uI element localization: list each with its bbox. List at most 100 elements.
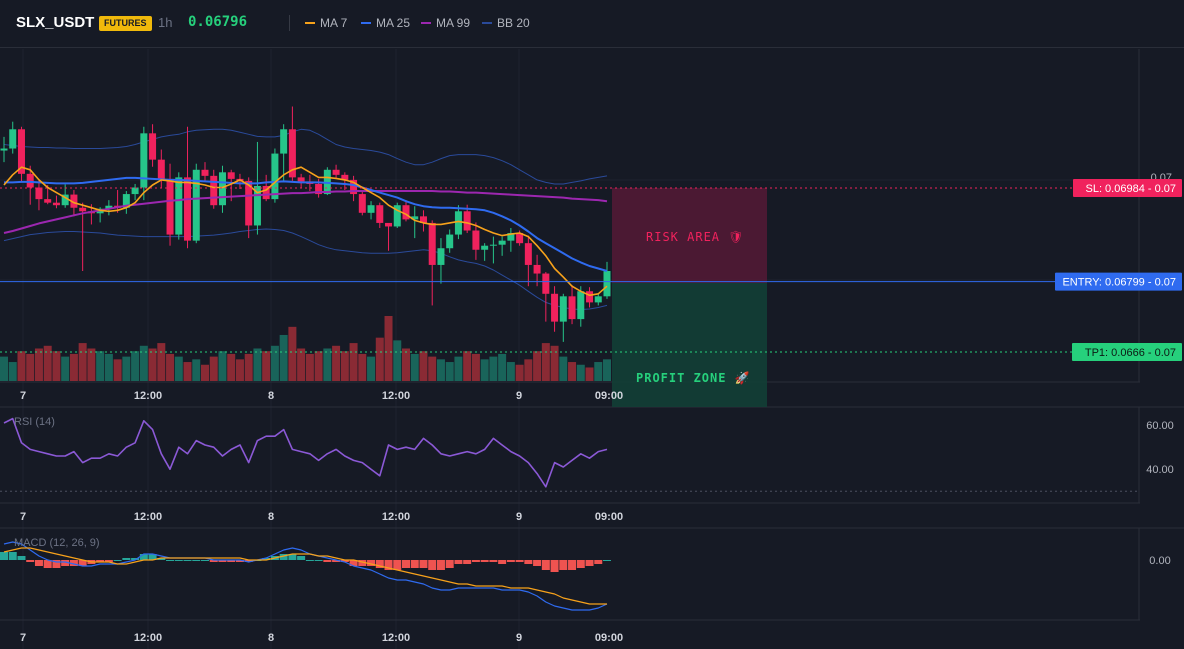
volume-bar [568,362,577,381]
ma7-line [3,166,608,297]
macd-histogram-bar [139,554,148,560]
volume-bar [603,359,611,381]
x-tick-label: 09:00 [595,632,623,644]
trading-chart[interactable]: RISK AREA 🛡 PROFIT ZONE 🚀 7 12:00 8 12:00 9 0… [0,48,1184,649]
volume-bar [227,353,236,381]
legend-ma99[interactable]: MA 99 [421,16,470,30]
macd-histogram-bar [402,560,410,568]
volume-bar [445,362,454,381]
volume-bar [192,359,201,381]
x-tick-label: 12:00 [382,390,410,402]
macd-histogram-bar [323,560,332,562]
candle-body [332,169,340,175]
volume-bar [585,367,594,381]
volume-bar [69,353,78,381]
rsi-label: RSI (14) [14,416,55,428]
candle-body [35,187,43,200]
candle-body [201,169,209,176]
candle-body [350,179,358,195]
rsi-tick-60: 60.00 [1146,420,1174,432]
candle-body [184,177,192,241]
legend-bb20[interactable]: BB 20 [482,16,530,30]
macd-histogram-bar [541,560,550,570]
macd-histogram-bar [157,558,166,560]
ma7-swatch-icon [305,22,315,24]
volume-bar [288,326,297,381]
candle-body [516,233,524,244]
volume-bar [367,356,376,381]
volume-bar [323,348,332,381]
volume-bar [157,343,166,381]
entry-label-bg [1055,272,1182,291]
candle-body [218,172,226,206]
volume-bar [332,345,341,381]
volume-bar [209,356,218,381]
macd-histogram-bar [375,560,384,568]
x-tick-label: 7 [20,632,26,644]
candle-body [481,245,489,250]
macd-histogram-bar [585,560,594,566]
candle-body [175,177,183,235]
macd-histogram-bar [17,556,26,560]
volume-bar [428,356,437,381]
volume-bar [419,351,428,381]
candle-body [149,133,157,160]
symbol-name[interactable]: SLX_USDT [16,14,95,31]
macd-histogram-bar [358,560,367,566]
macd-histogram-bar [550,560,559,572]
volume-bar [78,343,87,381]
macd-histogram-bar [131,558,140,560]
volume-bar [183,362,192,381]
legend-bb20-label: BB 20 [497,16,530,30]
candle-body [131,187,139,195]
volume-bar [506,362,515,381]
legend-ma7[interactable]: MA 7 [305,16,347,30]
macd-histogram-bar [69,560,78,566]
x-tick-label: 09:00 [595,390,623,402]
volume-bar [498,353,507,381]
volume-bar [541,343,550,381]
x-tick-label: 8 [268,632,274,644]
macd-histogram-bar [428,560,437,570]
macd-histogram-bar [384,560,393,570]
volume-bar [384,316,393,381]
macd-histogram-bar [367,560,376,566]
sl-label-bg [1073,179,1182,197]
candle-body [26,173,34,188]
macd-histogram-bar [471,560,480,562]
volume-bar [34,348,43,381]
volume-bar [8,362,17,381]
x-tick-label: 12:00 [382,632,410,644]
rsi-pane: RSI (14) 60.00 40.00 [0,416,1174,492]
macd-histogram-bar [515,560,524,562]
x-tick-label: 12:00 [382,511,410,523]
candlesticks [0,106,611,342]
macd-histogram-bar [288,554,297,560]
candle-body [385,222,393,227]
legend-ma7-label: MA 7 [320,16,348,30]
volume-bar [480,359,489,381]
macd-histogram-bar [0,552,8,560]
candle-body [551,293,559,322]
volume-bar [463,351,472,381]
tp-label-bg [1072,343,1182,361]
volume-bar [340,351,349,381]
macd-histogram-bar [235,560,244,562]
volume-bar [533,351,542,381]
x-tick-label: 9 [516,632,522,644]
candle-body [533,264,541,274]
macd-histogram-bar [209,560,218,562]
volume-bar [410,353,419,381]
candle-body [79,207,87,212]
volume-bar [0,356,8,381]
volume-bar [122,356,131,381]
candle-body [245,180,253,226]
timeframe[interactable]: 1h [158,15,173,30]
legend-ma25[interactable]: MA 25 [361,16,410,30]
macd-histogram-bar [26,560,35,562]
macd-histogram-bar [262,558,271,560]
macd-histogram-bar [174,560,183,561]
profit-zone [612,283,767,407]
candle-body [411,216,419,220]
macd-histogram-bar [279,554,288,560]
